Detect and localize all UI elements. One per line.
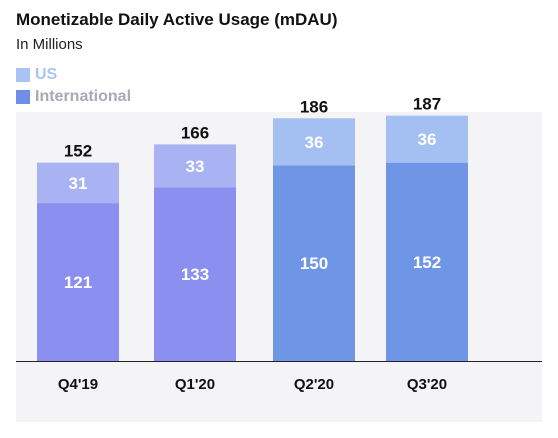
legend-item-international: International xyxy=(16,86,131,108)
legend-swatch-us xyxy=(16,68,30,82)
total-label-1: 166 xyxy=(181,123,209,142)
bar-label-us-1: 33 xyxy=(186,157,205,176)
legend-swatch-international xyxy=(16,90,30,104)
legend: US International xyxy=(16,64,131,108)
total-label-3: 187 xyxy=(413,95,441,114)
bar-international-3 xyxy=(386,162,468,361)
bar-label-international-3: 152 xyxy=(413,253,441,272)
bar-label-us-0: 31 xyxy=(69,174,88,193)
x-tick-label-2: Q2'20 xyxy=(294,376,334,393)
bar-international-1 xyxy=(154,187,236,361)
bar-us-1 xyxy=(154,144,236,188)
bar-international-0 xyxy=(37,203,119,361)
bar-label-international-0: 121 xyxy=(64,273,92,292)
legend-label-international: International xyxy=(35,88,132,105)
legend-item-us: US xyxy=(16,64,131,86)
chart-subtitle: In Millions xyxy=(16,36,83,53)
total-label-2: 186 xyxy=(300,97,328,116)
bar-label-international-2: 150 xyxy=(300,254,328,273)
x-tick-label-1: Q1'20 xyxy=(175,376,215,393)
bar-label-us-3: 36 xyxy=(418,130,437,149)
x-tick-label-3: Q3'20 xyxy=(407,376,447,393)
bar-label-us-2: 36 xyxy=(305,133,324,152)
x-tick-label-0: Q4'19 xyxy=(58,376,98,393)
bar-international-2 xyxy=(273,165,355,361)
legend-label-us: US xyxy=(35,66,58,83)
total-label-0: 152 xyxy=(64,142,92,161)
bar-label-international-1: 133 xyxy=(181,265,209,284)
bar-us-2 xyxy=(273,118,355,166)
bar-us-0 xyxy=(37,162,119,204)
bar-us-3 xyxy=(386,115,468,163)
chart-title: Monetizable Daily Active Usage (mDAU) xyxy=(16,10,338,29)
